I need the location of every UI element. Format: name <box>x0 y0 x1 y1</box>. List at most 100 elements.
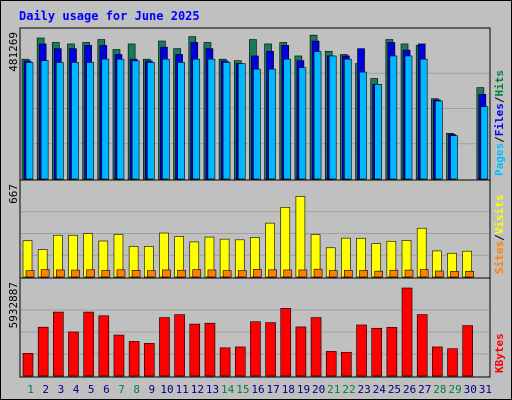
x-label-day-26: 26 <box>403 383 416 396</box>
legend-item-sites: Sites <box>493 241 506 274</box>
x-label-day-24: 24 <box>373 383 387 396</box>
bar-sites-day-12 <box>192 269 202 278</box>
bar-kbytes-day-30 <box>462 325 473 377</box>
bar-pages-day-28 <box>435 100 443 180</box>
bar-kbytes-day-23 <box>356 324 367 377</box>
bar-kbytes-day-2 <box>37 326 49 377</box>
legend-item-files: Files <box>493 103 506 136</box>
x-label-day-1: 1 <box>27 383 34 396</box>
legend-item-visits: Visits <box>493 195 506 235</box>
bar-pages-day-21 <box>328 55 337 180</box>
bar-pages-day-7 <box>116 58 125 180</box>
bar-kbytes-day-26 <box>401 287 413 377</box>
legend-item-kbytes: KBytes <box>493 333 506 373</box>
x-label-day-21: 21 <box>327 383 340 396</box>
bar-sites-day-13 <box>207 269 217 278</box>
x-axis-labels: 1 2 3 4 5 6 7 8 9 10 11 12 13 14 15 16 17 18 19 20 21 22 23 24 2… <box>27 383 492 396</box>
bar-kbytes-day-21 <box>325 351 337 377</box>
bar-visits-day-19 <box>295 196 306 278</box>
bar-pages-day-15 <box>237 63 246 180</box>
bar-sites-day-5 <box>86 269 95 278</box>
x-label-day-13: 13 <box>206 383 219 396</box>
legend-separator: / <box>493 96 506 103</box>
x-label-day-20: 20 <box>312 383 325 396</box>
bar-sites-day-17 <box>268 269 277 278</box>
bar-sites-day-11 <box>177 269 186 278</box>
bar-kbytes-day-1 <box>22 353 34 377</box>
x-label-day-11: 11 <box>176 383 189 396</box>
x-label-day-4: 4 <box>73 383 80 396</box>
bar-sites-day-24 <box>374 270 384 278</box>
bar-kbytes-day-13 <box>204 322 216 377</box>
chart-title: Daily usage for June 2025 <box>19 9 200 23</box>
bar-pages-day-1 <box>25 62 34 180</box>
legend: Sites/Visits <box>493 195 506 275</box>
x-label-day-2: 2 <box>42 383 49 396</box>
bar-sites-day-21 <box>328 270 338 278</box>
bar-pages-day-18 <box>283 58 292 180</box>
bar-sites-day-26 <box>404 269 414 278</box>
bar-pages-day-6 <box>101 58 110 180</box>
bar-pages-day-4 <box>71 62 79 180</box>
legend-separator: / <box>493 234 506 241</box>
bar-kbytes-day-15 <box>234 346 246 377</box>
x-label-day-29: 29 <box>448 383 461 396</box>
legend: KBytes <box>493 333 506 373</box>
bar-visits-day-17 <box>265 222 275 278</box>
panel-2: 667 Sites/Visits <box>7 179 506 279</box>
x-label-day-30: 30 <box>464 383 477 396</box>
bar-kbytes-day-16 <box>250 321 261 377</box>
panel-3: 5932887 KBytes <box>7 277 506 378</box>
legend: Pages/Files/Hits <box>493 70 506 176</box>
bar-kbytes-day-29 <box>447 348 458 377</box>
bar-pages-day-27 <box>419 58 428 180</box>
bar-pages-day-23 <box>359 71 367 180</box>
x-label-day-15: 15 <box>236 383 249 396</box>
bar-sites-day-6 <box>101 270 111 278</box>
x-label-day-3: 3 <box>58 383 65 396</box>
x-label-day-22: 22 <box>342 383 355 396</box>
bar-sites-day-15 <box>237 270 247 278</box>
bar-kbytes-day-20 <box>310 317 322 377</box>
bar-sites-day-30 <box>465 270 474 278</box>
x-label-day-28: 28 <box>433 383 446 396</box>
bar-sites-day-2 <box>40 269 50 278</box>
x-label-day-7: 7 <box>118 383 125 396</box>
x-label-day-6: 6 <box>103 383 110 396</box>
bar-sites-day-18 <box>283 269 293 278</box>
bar-kbytes-day-12 <box>189 323 201 377</box>
bar-sites-day-1 <box>25 270 35 278</box>
bar-kbytes-day-19 <box>295 326 307 377</box>
bar-kbytes-day-9 <box>143 343 155 377</box>
bar-pages-day-20 <box>313 51 322 180</box>
bar-pages-day-5 <box>86 62 94 180</box>
bar-sites-day-25 <box>389 269 399 278</box>
bar-pages-day-10 <box>162 58 170 180</box>
bar-pages-day-19 <box>298 67 307 180</box>
chart-panels: 481269Pages/Files/Hits667Sites/Visits593… <box>7 27 506 378</box>
bar-pages-day-17 <box>268 68 276 180</box>
bar-pages-day-16 <box>253 68 261 180</box>
bar-pages-day-8 <box>131 60 140 180</box>
bar-pages-day-12 <box>192 58 201 180</box>
bar-kbytes-day-25 <box>386 327 398 377</box>
bar-kbytes-day-14 <box>219 347 231 377</box>
bar-kbytes-day-4 <box>68 331 79 377</box>
bar-sites-day-22 <box>344 270 353 278</box>
bar-kbytes-day-5 <box>83 311 94 377</box>
x-label-day-5: 5 <box>88 383 95 396</box>
bar-sites-day-10 <box>162 269 171 278</box>
x-label-day-12: 12 <box>191 383 204 396</box>
bar-sites-day-4 <box>71 269 80 278</box>
x-label-day-14: 14 <box>221 383 235 396</box>
bar-sites-day-28 <box>435 270 444 278</box>
bar-kbytes-day-8 <box>128 341 140 377</box>
bar-kbytes-day-6 <box>98 315 110 377</box>
x-label-day-23: 23 <box>358 383 371 396</box>
bar-sites-day-16 <box>253 269 262 278</box>
bar-pages-day-11 <box>177 62 185 180</box>
bar-pages-day-13 <box>207 58 216 180</box>
bar-pages-day-26 <box>404 55 413 180</box>
